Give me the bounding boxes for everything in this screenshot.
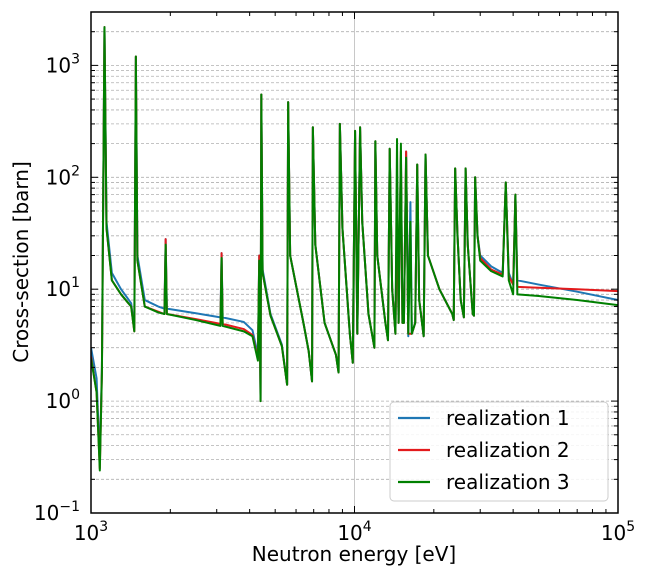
legend-box <box>389 401 609 502</box>
tick-label-layer: 103 104 105 10−1 100 101 102 103 <box>34 51 635 545</box>
y-tick-label: 102 <box>46 163 80 189</box>
legend-label-realization-3: realization 3 <box>446 470 570 494</box>
x-tick-label: 104 <box>337 519 371 545</box>
x-axis-title: Neutron energy [eV] <box>252 542 456 566</box>
y-tick-label: 10−1 <box>34 499 80 525</box>
series-layer <box>91 26 618 472</box>
y-tick-label: 103 <box>46 51 80 77</box>
legend-label-realization-1: realization 1 <box>446 406 570 430</box>
x-tick-label: 105 <box>601 519 635 545</box>
y-tick-label: 101 <box>46 275 80 301</box>
y-tick-label: 100 <box>46 387 80 413</box>
legend-label-realization-2: realization 2 <box>446 438 570 462</box>
legend: realization 1 realization 2 realization … <box>389 401 609 502</box>
tick-layer <box>90 11 619 514</box>
y-axis-title: Cross-section [barn] <box>9 161 33 363</box>
x-tick-label: 103 <box>74 519 108 545</box>
series-line-realization-3 <box>91 26 618 472</box>
